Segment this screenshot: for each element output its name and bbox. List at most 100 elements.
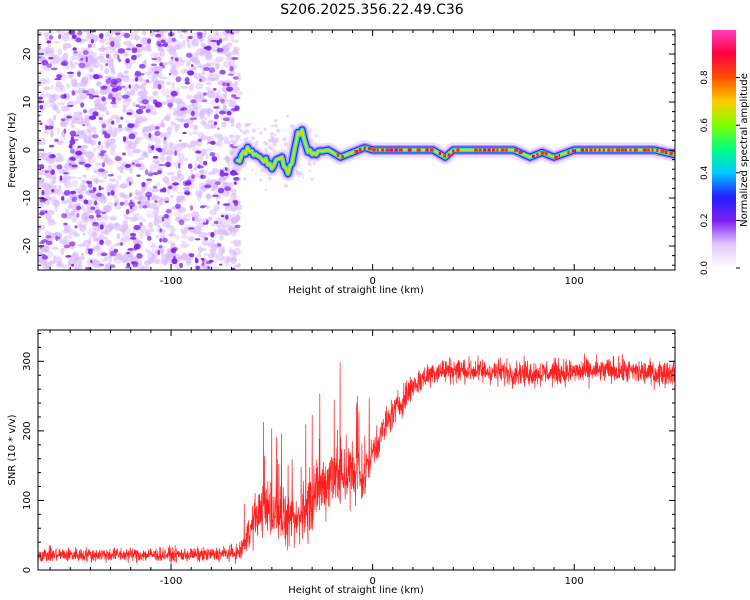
noise-speckle bbox=[80, 79, 85, 87]
noise-speckle bbox=[49, 191, 56, 195]
noise-speckle-strong bbox=[200, 205, 208, 208]
noise-speckle-strong bbox=[208, 259, 214, 263]
noise-speckle bbox=[200, 221, 205, 228]
noise-speckle-strong bbox=[234, 105, 240, 111]
noise-speckle bbox=[154, 234, 160, 238]
noise-speckle bbox=[172, 111, 182, 118]
noise-speckle-strong bbox=[48, 154, 56, 159]
noise-speckle bbox=[176, 100, 186, 109]
noise-speckle-strong bbox=[105, 53, 110, 59]
noise-speckle bbox=[141, 150, 148, 155]
signal-peak bbox=[629, 148, 632, 152]
noise-speckle-strong bbox=[218, 38, 223, 44]
signal-peak bbox=[398, 148, 403, 152]
noise-speckle bbox=[174, 125, 179, 133]
noise-speckle-strong bbox=[213, 220, 219, 224]
noise-speckle bbox=[96, 114, 105, 118]
noise-speckle bbox=[100, 230, 108, 234]
scatter-dot bbox=[307, 161, 312, 167]
noise-speckle bbox=[207, 73, 211, 80]
noise-speckle-strong bbox=[168, 73, 172, 76]
noise-speckle bbox=[155, 259, 164, 265]
noise-speckle bbox=[98, 119, 104, 125]
noise-speckle bbox=[65, 117, 69, 124]
scatter-dot bbox=[243, 177, 247, 181]
noise-speckle bbox=[211, 48, 217, 53]
noise-speckle bbox=[70, 64, 76, 69]
noise-speckle-strong bbox=[214, 114, 219, 120]
noise-speckle bbox=[57, 102, 65, 106]
noise-speckle bbox=[92, 43, 96, 49]
noise-speckle bbox=[227, 162, 231, 167]
noise-speckle bbox=[146, 96, 155, 102]
noise-speckle bbox=[104, 236, 108, 240]
noise-speckle bbox=[145, 228, 151, 237]
noise-speckle bbox=[149, 133, 158, 142]
noise-speckle-strong bbox=[134, 77, 139, 82]
noise-speckle bbox=[76, 176, 83, 180]
noise-speckle bbox=[198, 231, 208, 238]
noise-speckle-strong bbox=[96, 192, 103, 197]
scatter-dot bbox=[239, 128, 242, 132]
noise-speckle bbox=[134, 30, 139, 35]
noise-speckle-strong bbox=[219, 69, 226, 75]
noise-speckle bbox=[93, 246, 102, 252]
noise-speckle bbox=[64, 175, 71, 179]
noise-speckle-strong bbox=[76, 213, 80, 218]
noise-speckle bbox=[204, 86, 212, 91]
noise-speckle bbox=[139, 224, 146, 232]
noise-speckle bbox=[48, 197, 52, 201]
noise-speckle bbox=[102, 120, 111, 125]
noise-speckle-strong bbox=[159, 228, 163, 233]
noise-speckle bbox=[38, 180, 47, 189]
noise-speckle bbox=[221, 246, 226, 254]
noise-speckle-strong bbox=[63, 222, 68, 226]
noise-speckle-strong bbox=[131, 261, 139, 265]
noise-speckle bbox=[98, 39, 105, 43]
signal-peak bbox=[443, 154, 447, 158]
noise-speckle bbox=[173, 210, 183, 218]
spectrogram-image bbox=[38, 30, 675, 270]
noise-speckle bbox=[136, 136, 144, 140]
noise-speckle bbox=[108, 178, 117, 183]
noise-speckle bbox=[87, 130, 91, 134]
noise-speckle bbox=[40, 137, 46, 146]
noise-speckle bbox=[159, 76, 168, 80]
noise-speckle-strong bbox=[92, 74, 100, 80]
noise-speckle bbox=[161, 251, 165, 259]
noise-speckle bbox=[92, 60, 100, 69]
noise-speckle-strong bbox=[90, 206, 96, 211]
noise-speckle bbox=[114, 242, 122, 247]
noise-speckle-strong bbox=[226, 110, 232, 116]
noise-speckle bbox=[147, 66, 154, 74]
noise-speckle bbox=[193, 167, 197, 171]
noise-speckle bbox=[96, 81, 102, 87]
noise-speckle bbox=[218, 139, 223, 148]
noise-speckle bbox=[134, 196, 138, 200]
noise-speckle bbox=[181, 153, 185, 161]
noise-speckle-strong bbox=[82, 124, 86, 127]
noise-speckle bbox=[115, 41, 121, 49]
noise-speckle bbox=[224, 157, 229, 161]
noise-speckle-strong bbox=[102, 86, 108, 89]
noise-speckle bbox=[168, 232, 175, 238]
noise-speckle-strong bbox=[107, 93, 113, 100]
noise-speckle bbox=[71, 253, 79, 258]
noise-speckle-strong bbox=[126, 252, 130, 255]
noise-speckle-strong bbox=[147, 172, 154, 177]
noise-speckle bbox=[71, 79, 78, 87]
noise-speckle-strong bbox=[189, 117, 197, 121]
noise-speckle bbox=[162, 176, 170, 183]
signal-peak bbox=[363, 146, 366, 150]
noise-speckle bbox=[38, 183, 41, 188]
noise-speckle bbox=[127, 141, 137, 150]
noise-speckle bbox=[60, 121, 68, 128]
noise-speckle-strong bbox=[128, 133, 136, 140]
noise-speckle bbox=[160, 88, 170, 97]
noise-speckle-strong bbox=[63, 93, 67, 99]
noise-speckle bbox=[230, 229, 237, 237]
noise-speckle bbox=[189, 131, 193, 137]
noise-speckle bbox=[200, 161, 204, 165]
noise-speckle bbox=[179, 227, 189, 234]
noise-speckle bbox=[46, 50, 54, 54]
